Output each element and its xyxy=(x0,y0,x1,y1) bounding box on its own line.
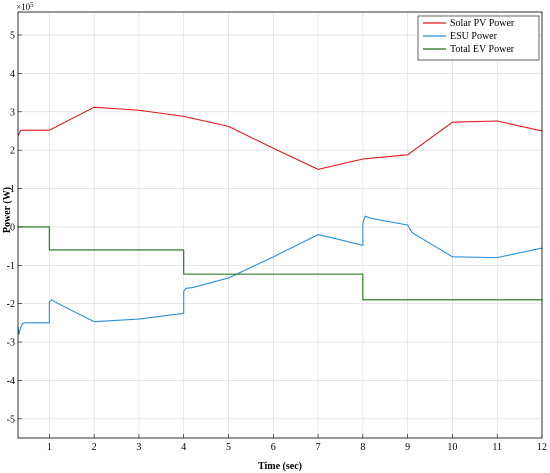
y-tick-label: -5 xyxy=(7,414,15,425)
legend-label-solar-pv-power: Solar PV Power xyxy=(450,18,515,29)
series-line-total-ev-power xyxy=(18,226,542,301)
y-tick-label: 1 xyxy=(10,184,15,195)
x-axis-label: Time (sec) xyxy=(258,461,302,472)
x-tick-label: 7 xyxy=(316,442,321,453)
x-tick-label: 12 xyxy=(537,442,547,453)
y-tick-label: -4 xyxy=(7,376,15,387)
y-tick-label: 0 xyxy=(10,222,15,233)
y-tick-label: -3 xyxy=(7,338,15,349)
x-tick-label: 4 xyxy=(181,442,186,453)
x-tick-label: 5 xyxy=(226,442,231,453)
x-tick-label: 8 xyxy=(360,442,365,453)
y-tick-label: -1 xyxy=(7,261,15,272)
y-tick-label: -2 xyxy=(7,299,15,310)
x-tick-label: 3 xyxy=(136,442,141,453)
plot-background xyxy=(18,12,542,438)
y-tick-label: 5 xyxy=(10,31,15,42)
x-tick-label: 2 xyxy=(92,442,97,453)
x-tick-label: 9 xyxy=(405,442,410,453)
x-tick-label: 1 xyxy=(47,442,52,453)
legend-label-total-ev-power: Total EV Power xyxy=(450,44,515,55)
x-tick-label: 11 xyxy=(492,442,502,453)
y-tick-label: 4 xyxy=(10,69,15,80)
y-tick-label: 2 xyxy=(10,146,15,157)
series-layer xyxy=(17,106,543,335)
x-tick-label: 6 xyxy=(271,442,276,453)
y-exponent-label: ×105 xyxy=(16,1,34,12)
series-line-solar-pv-power xyxy=(17,106,543,170)
legend: Solar PV Power ESU Power Total EV Power xyxy=(417,15,540,61)
series-line-esu-power xyxy=(17,215,543,335)
x-tick-label: 10 xyxy=(447,442,457,453)
y-tick-label: 3 xyxy=(10,107,15,118)
legend-label-esu-power: ESU Power xyxy=(450,31,498,42)
y-axis-label: Power (W) xyxy=(2,187,13,233)
plot-frame xyxy=(17,11,543,439)
